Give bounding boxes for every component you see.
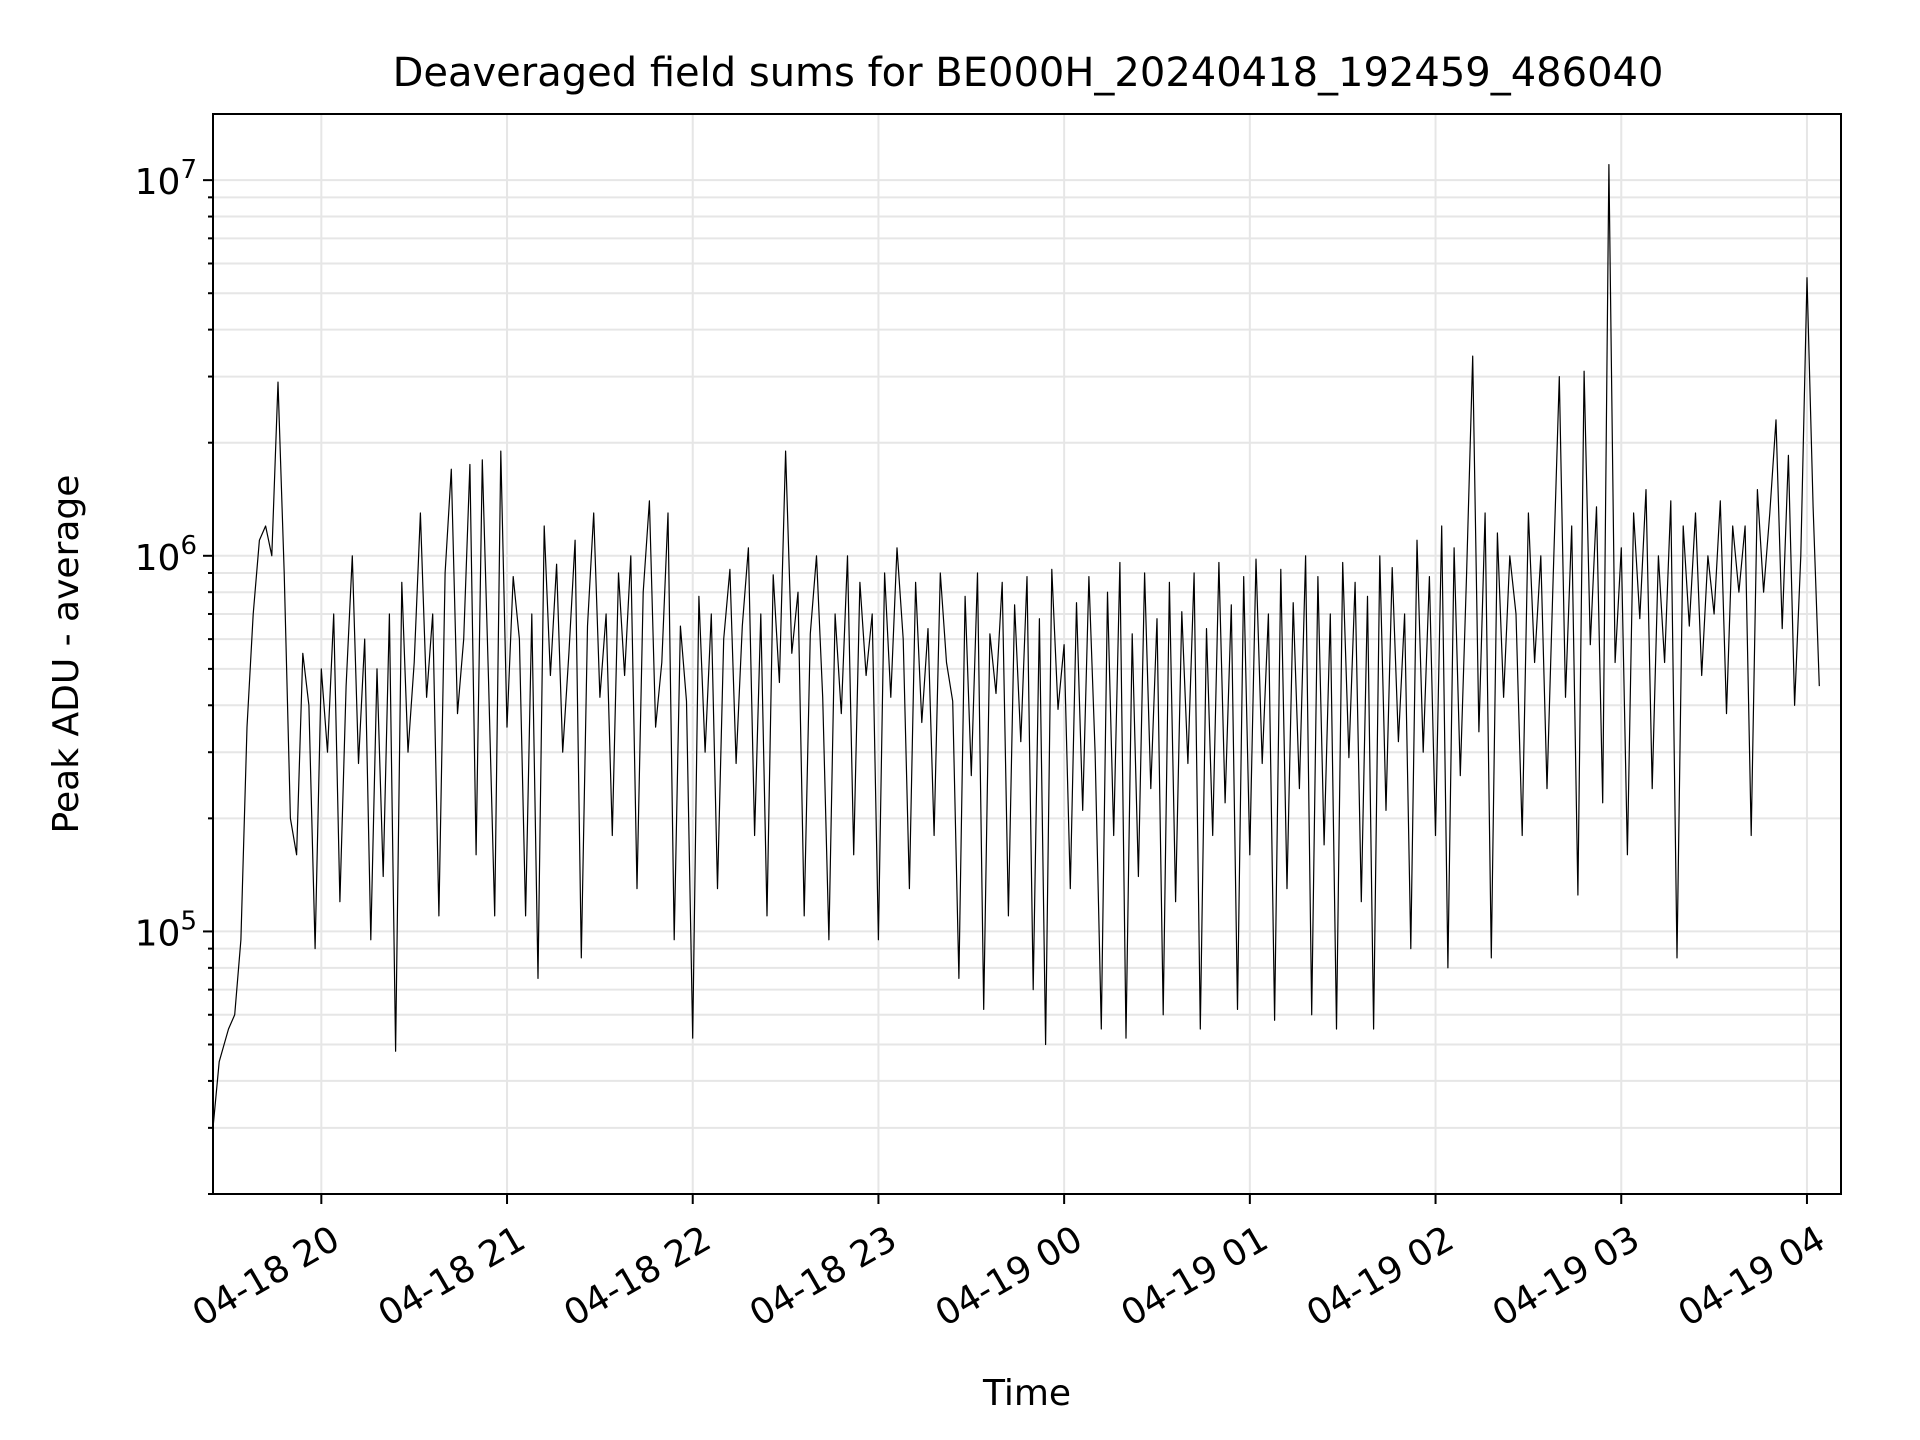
y-tick-label: 105 xyxy=(135,906,197,954)
major-gridlines xyxy=(213,114,1841,1194)
series-line xyxy=(212,164,1820,1128)
x-axis-label: Time xyxy=(982,1373,1071,1414)
chart-title: Deaveraged field sums for BE000H_2024041… xyxy=(393,50,1664,96)
y-axis: 105 106 107 xyxy=(135,155,213,1195)
plot-area xyxy=(212,113,1842,1195)
y-axis-label: Peak ADU - average xyxy=(46,475,87,834)
series-line-group xyxy=(212,164,1820,1128)
y-tick-label: 106 xyxy=(135,531,197,579)
plot-frame xyxy=(212,113,1842,1195)
y-tick-label: 107 xyxy=(135,155,197,203)
